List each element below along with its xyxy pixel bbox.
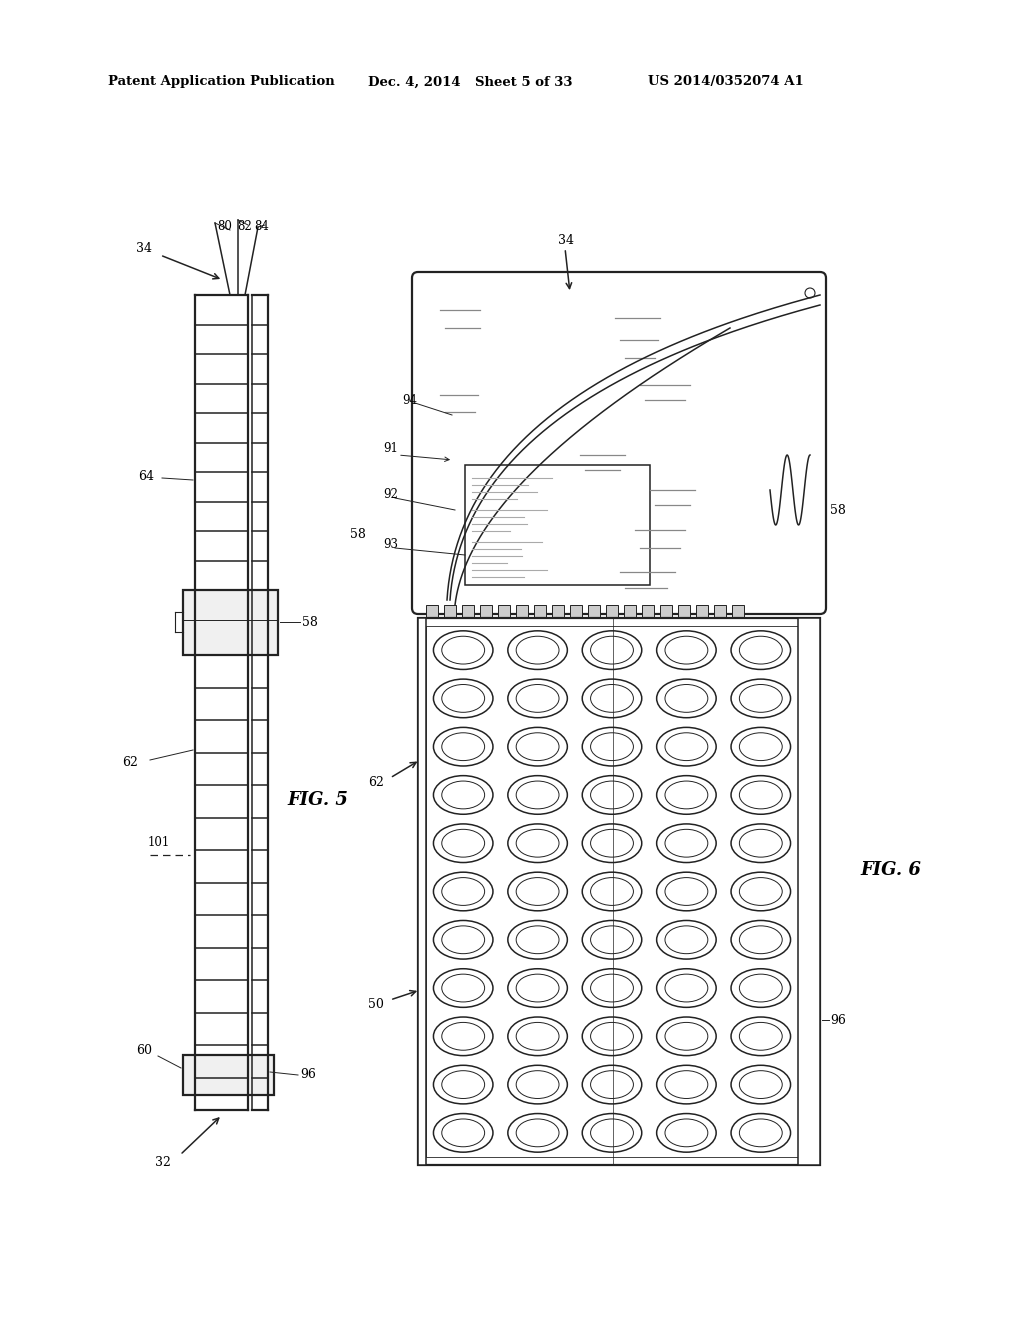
Text: 50: 50 [368, 998, 384, 1011]
Text: 58: 58 [830, 503, 846, 516]
Bar [462, 605, 474, 618]
Bar [798, 618, 820, 1166]
Bar [570, 605, 582, 618]
Bar [696, 605, 708, 618]
Text: 64: 64 [138, 470, 154, 483]
Bar [480, 605, 492, 618]
Bar [552, 605, 564, 618]
Bar [418, 618, 426, 1166]
Text: 96: 96 [830, 1014, 846, 1027]
Text: 91: 91 [383, 441, 398, 454]
Text: FIG. 6: FIG. 6 [860, 861, 921, 879]
Text: 94: 94 [402, 393, 417, 407]
Bar [732, 605, 744, 618]
Text: 84: 84 [255, 220, 269, 234]
Bar [516, 605, 528, 618]
Bar [624, 605, 636, 618]
Bar [465, 465, 650, 585]
Text: 101: 101 [148, 837, 170, 850]
Text: 60: 60 [136, 1044, 152, 1056]
Text: FIG. 5: FIG. 5 [288, 791, 348, 809]
Bar [660, 605, 672, 618]
Text: 92: 92 [383, 488, 398, 502]
Text: 62: 62 [368, 776, 384, 788]
Bar [534, 605, 546, 618]
Text: 93: 93 [383, 539, 398, 552]
Text: 32: 32 [155, 1155, 171, 1168]
Bar [183, 590, 278, 655]
Bar [426, 626, 812, 1158]
Text: 96: 96 [300, 1068, 315, 1081]
Bar [444, 605, 456, 618]
Text: Dec. 4, 2014: Dec. 4, 2014 [368, 75, 461, 88]
Text: US 2014/0352074 A1: US 2014/0352074 A1 [648, 75, 804, 88]
Bar [183, 1055, 274, 1096]
Text: Sheet 5 of 33: Sheet 5 of 33 [475, 75, 572, 88]
Text: 58: 58 [302, 615, 317, 628]
Bar [588, 605, 600, 618]
Bar [418, 618, 820, 1166]
Bar [678, 605, 690, 618]
Text: 34: 34 [136, 242, 152, 255]
FancyBboxPatch shape [412, 272, 826, 614]
Bar [606, 605, 618, 618]
Text: 58: 58 [350, 528, 366, 541]
Bar [498, 605, 510, 618]
Bar [642, 605, 654, 618]
Bar [714, 605, 726, 618]
Text: 62: 62 [122, 755, 138, 768]
Bar [426, 605, 438, 618]
Text: 34: 34 [558, 234, 574, 247]
Text: Patent Application Publication: Patent Application Publication [108, 75, 335, 88]
Text: 80: 80 [217, 220, 232, 234]
Text: 82: 82 [238, 220, 252, 234]
